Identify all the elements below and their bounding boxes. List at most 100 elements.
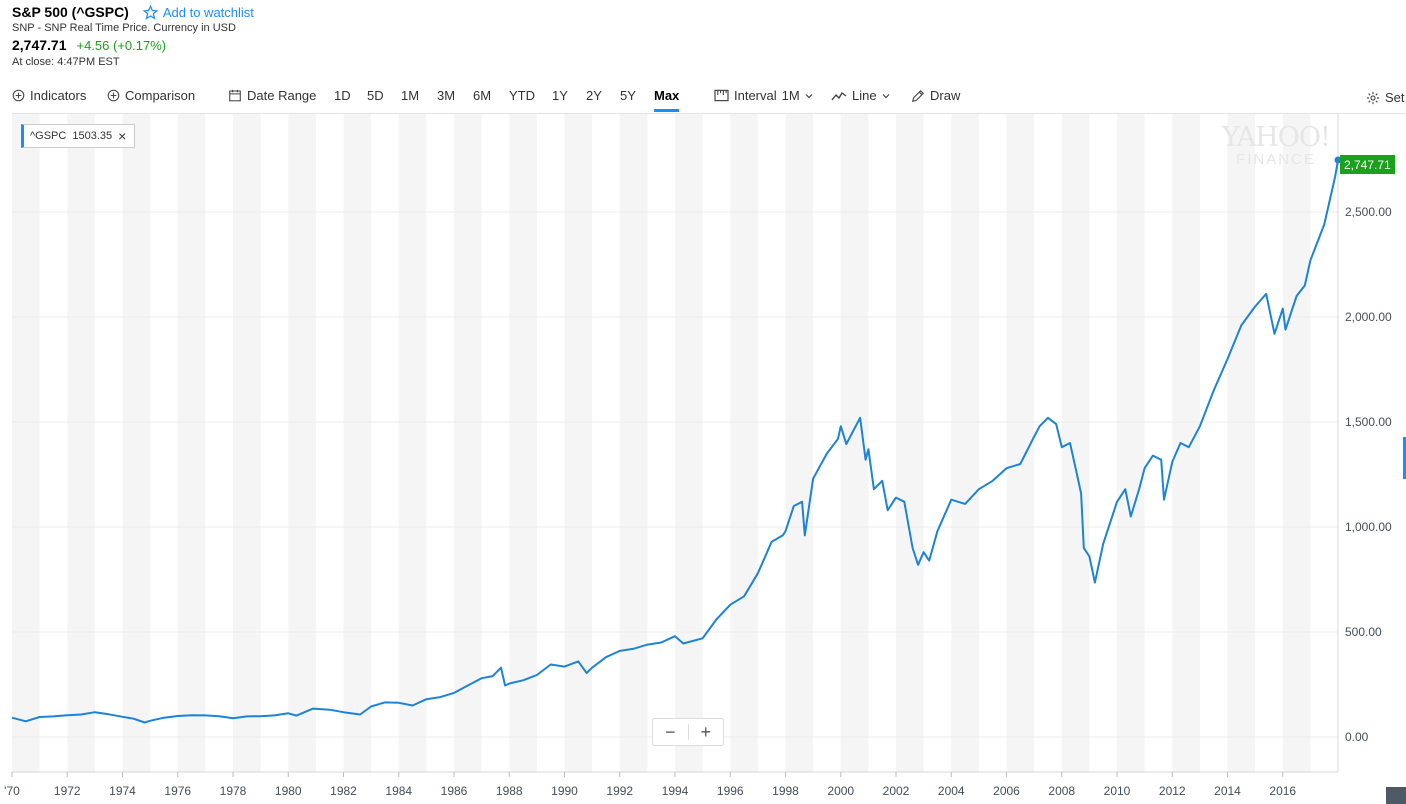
quote-subtitle: SNP - SNP Real Time Price. Currency in U… bbox=[12, 22, 236, 34]
x-tick-label: 1986 bbox=[441, 784, 468, 798]
zoom-out-button[interactable]: − bbox=[664, 721, 676, 742]
interval-dropdown[interactable]: Interval 1M bbox=[714, 88, 813, 103]
year-band bbox=[675, 114, 703, 772]
legend-value: 1503.35 bbox=[72, 130, 113, 142]
year-band bbox=[951, 114, 979, 772]
year-band bbox=[509, 114, 537, 772]
last-price-tag: 2,747.71 bbox=[1340, 155, 1395, 174]
range-5d[interactable]: 5D bbox=[367, 88, 384, 103]
x-tick-label: 2002 bbox=[883, 784, 910, 798]
year-band bbox=[1006, 114, 1035, 772]
year-band bbox=[896, 114, 924, 772]
remove-series-button[interactable]: × bbox=[118, 128, 127, 144]
quote-header: S&P 500 (^GSPC) Add to watchlist SNP - S… bbox=[12, 4, 254, 68]
side-scroll-indicator[interactable] bbox=[1403, 437, 1406, 479]
range-1d[interactable]: 1D bbox=[334, 88, 351, 103]
chart-toolbar: Indicators Comparison Date Range 1D 5D 1… bbox=[12, 86, 1406, 112]
range-5y[interactable]: 5Y bbox=[620, 88, 636, 103]
x-tick-label: 2000 bbox=[827, 784, 854, 798]
range-1m[interactable]: 1M bbox=[401, 88, 420, 103]
y-tick-label: 1,000.00 bbox=[1345, 520, 1392, 534]
comparison-label: Comparison bbox=[125, 88, 196, 103]
year-band bbox=[1172, 114, 1200, 772]
plus-circle-icon bbox=[107, 89, 120, 102]
plus-circle-icon bbox=[12, 89, 25, 102]
toolbar-divider bbox=[12, 113, 1406, 114]
x-tick-label: 1982 bbox=[330, 784, 357, 798]
price-change: +4.56 (+0.17%) bbox=[76, 38, 167, 53]
indicators-button[interactable]: Indicators bbox=[12, 88, 86, 103]
gear-icon bbox=[1366, 91, 1380, 104]
year-band bbox=[343, 114, 372, 772]
range-ytd[interactable]: YTD bbox=[509, 88, 535, 103]
range-1y[interactable]: 1Y bbox=[552, 88, 568, 103]
x-tick-label: 1984 bbox=[385, 784, 412, 798]
x-tick-label: 1980 bbox=[275, 784, 302, 798]
watermark-line2: FINANCE bbox=[1236, 151, 1316, 168]
price-chart[interactable]: 0.00 500.00 1,000.00 1,500.00 2,000.00 2,500.… bbox=[0, 114, 1406, 804]
watermark-line1: YAHOO! bbox=[1222, 122, 1331, 153]
page-title: S&P 500 (^GSPC) bbox=[12, 4, 129, 20]
line-chart-icon bbox=[831, 91, 847, 100]
legend-symbol: ^GSPC bbox=[30, 130, 67, 142]
pencil-icon bbox=[911, 89, 925, 102]
x-tick-label: 2014 bbox=[1214, 784, 1241, 798]
calendar-icon bbox=[229, 89, 241, 102]
y-tick-label: 2,500.00 bbox=[1345, 205, 1392, 219]
settings-button[interactable]: Set bbox=[1366, 90, 1405, 105]
year-band bbox=[288, 114, 316, 772]
x-tick-label: 2012 bbox=[1159, 784, 1186, 798]
y-tick-label: 500.00 bbox=[1345, 625, 1382, 639]
x-tick-label: 1988 bbox=[496, 784, 523, 798]
x-tick-label: 1974 bbox=[109, 784, 136, 798]
interval-label: Interval bbox=[734, 88, 777, 103]
x-tick-label: 1972 bbox=[54, 784, 81, 798]
year-band bbox=[122, 114, 151, 772]
draw-label: Draw bbox=[930, 88, 961, 103]
x-tick-label: 2016 bbox=[1269, 784, 1296, 798]
add-to-watchlist-button[interactable]: Add to watchlist bbox=[142, 4, 254, 20]
last-point-marker bbox=[1334, 156, 1342, 164]
current-price: 2,747.71 bbox=[12, 37, 67, 53]
chart-type-dropdown[interactable]: Line bbox=[831, 88, 890, 103]
draw-button[interactable]: Draw bbox=[911, 88, 960, 103]
corner-widget[interactable] bbox=[1386, 787, 1406, 804]
x-tick-label: '70 bbox=[4, 784, 20, 798]
range-max[interactable]: Max bbox=[654, 88, 680, 112]
x-tick-label: 2010 bbox=[1104, 784, 1131, 798]
year-band bbox=[398, 114, 427, 772]
series-line bbox=[11, 159, 1339, 724]
range-2y[interactable]: 2Y bbox=[586, 88, 602, 103]
y-tick-label: 2,000.00 bbox=[1345, 310, 1392, 324]
year-band bbox=[177, 114, 206, 772]
range-3m[interactable]: 3M bbox=[437, 88, 456, 103]
comparison-button[interactable]: Comparison bbox=[107, 88, 195, 103]
y-tick-label: 1,500.00 bbox=[1345, 415, 1392, 429]
year-band bbox=[233, 114, 261, 772]
x-tick-label: 1978 bbox=[220, 784, 247, 798]
chevron-down-icon bbox=[805, 93, 813, 98]
yahoo-finance-watermark: YAHOO! FINANCE bbox=[1222, 122, 1331, 168]
x-tick-label: 2006 bbox=[993, 784, 1020, 798]
zoom-separator bbox=[687, 724, 689, 740]
x-tick-label: 1996 bbox=[717, 784, 744, 798]
zoom-in-button[interactable]: + bbox=[700, 721, 711, 742]
zoom-controls: − + bbox=[652, 718, 724, 746]
x-tick-label: 2004 bbox=[938, 784, 965, 798]
x-tick-label: 2008 bbox=[1048, 784, 1075, 798]
settings-label: Set bbox=[1385, 90, 1405, 105]
year-band bbox=[1117, 114, 1145, 772]
date-range-button[interactable]: Date Range bbox=[228, 88, 316, 103]
chart-type-label: Line bbox=[852, 88, 877, 103]
ruler-icon bbox=[714, 89, 729, 102]
x-tick-label: 1998 bbox=[772, 784, 799, 798]
x-tick-label: 1990 bbox=[551, 784, 578, 798]
watchlist-label: Add to watchlist bbox=[162, 4, 254, 20]
y-tick-label: 0.00 bbox=[1345, 730, 1369, 744]
close-time: At close: 4:47PM EST bbox=[12, 56, 120, 68]
range-6m[interactable]: 6M bbox=[473, 88, 492, 103]
series-legend-chip: ^GSPC 1503.35 × bbox=[21, 124, 136, 148]
year-band bbox=[12, 114, 40, 772]
year-band bbox=[1282, 114, 1311, 772]
x-tick-label: 1976 bbox=[164, 784, 191, 798]
